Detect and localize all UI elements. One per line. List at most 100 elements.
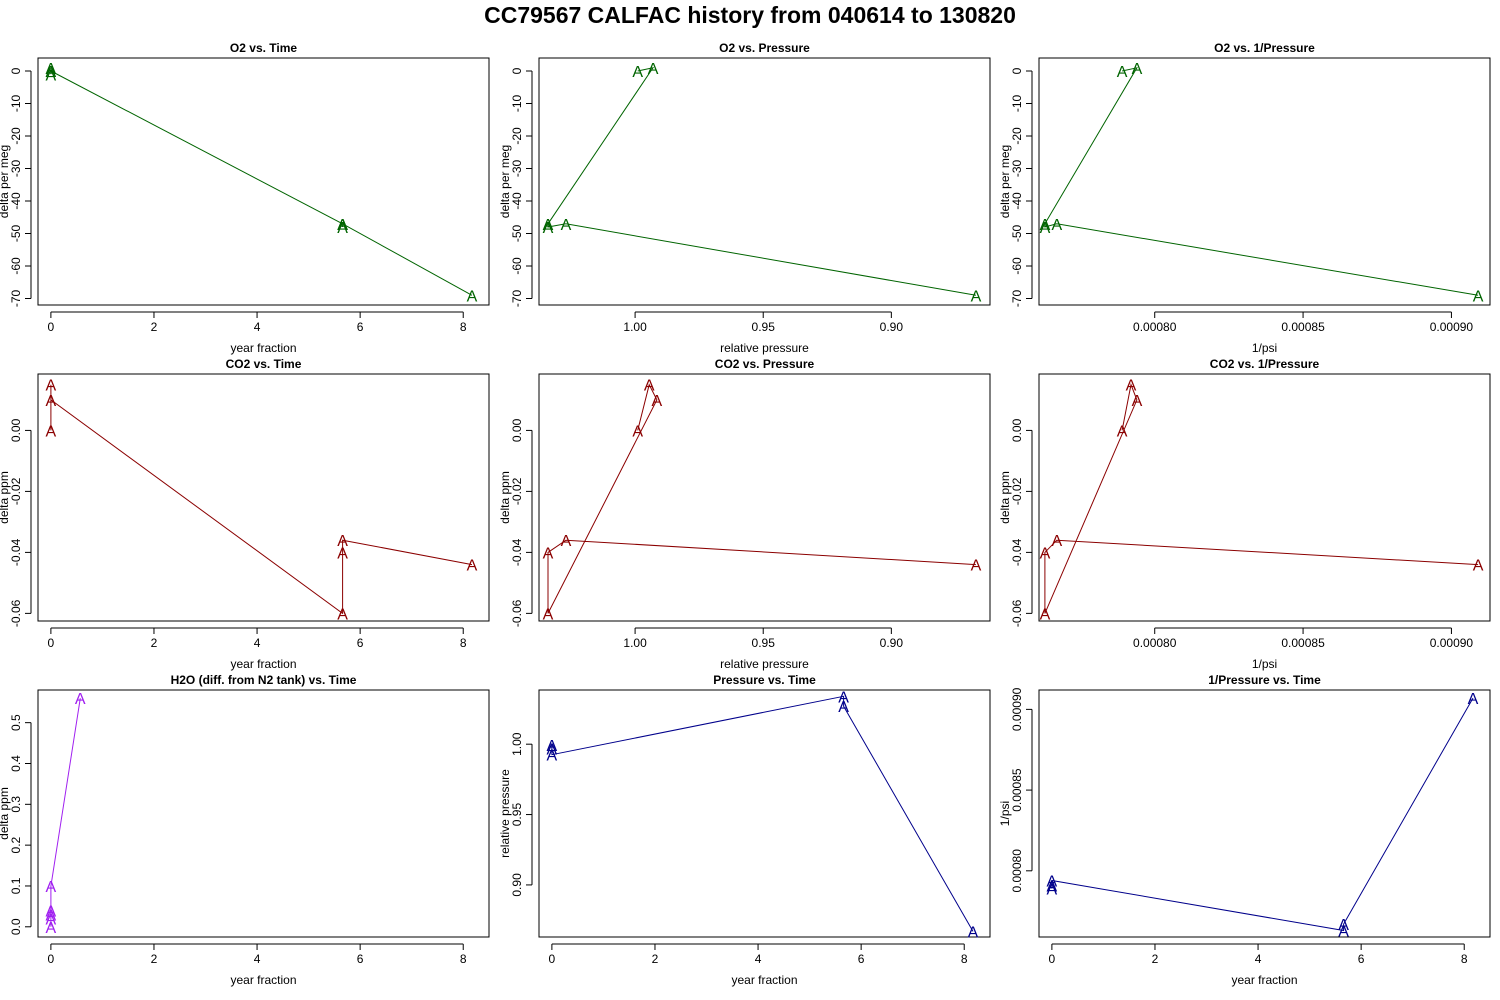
y-axis-label: delta per meg bbox=[0, 145, 11, 218]
data-point: A bbox=[547, 738, 558, 755]
y-tick-label: -40 bbox=[1010, 192, 1024, 210]
y-tick-label: 0.00 bbox=[1010, 418, 1024, 442]
data-point: A bbox=[46, 903, 57, 920]
y-tick-label: -50 bbox=[1010, 225, 1024, 243]
y-tick-label: -30 bbox=[9, 160, 23, 178]
data-point: A bbox=[46, 61, 57, 78]
x-tick-label: 0.90 bbox=[880, 636, 904, 650]
data-point: A bbox=[46, 920, 57, 937]
data-point: A bbox=[971, 558, 982, 575]
x-tick-label: 2 bbox=[151, 320, 158, 334]
y-tick-label: 0.95 bbox=[510, 803, 524, 827]
x-axis-label: relative pressure bbox=[720, 341, 809, 355]
x-tick-label: 8 bbox=[460, 952, 467, 966]
y-axis-label: delta ppm bbox=[0, 471, 11, 524]
data-point: A bbox=[543, 220, 554, 237]
x-tick-label: 2 bbox=[151, 952, 158, 966]
x-axis-label: year fraction bbox=[230, 973, 296, 987]
series-line bbox=[547, 383, 976, 614]
plot-frame bbox=[37, 57, 490, 306]
plot-frame bbox=[1038, 689, 1491, 938]
y-tick-label: -20 bbox=[9, 127, 23, 145]
y-axis-label: delta per meg bbox=[998, 145, 1012, 218]
data-point: A bbox=[1473, 558, 1484, 575]
x-tick-label: 0 bbox=[549, 952, 556, 966]
series-line bbox=[1051, 697, 1474, 932]
x-axis-label: year fraction bbox=[1231, 973, 1297, 987]
x-tick-label: 0.00085 bbox=[1281, 320, 1325, 334]
data-point: A bbox=[467, 288, 478, 305]
plot-frame bbox=[1038, 373, 1491, 622]
data-point: A bbox=[46, 393, 57, 410]
x-tick-label: 4 bbox=[254, 952, 261, 966]
x-tick-label: 4 bbox=[1255, 952, 1262, 966]
y-tick-label: 0 bbox=[510, 67, 524, 74]
x-tick-label: 0 bbox=[48, 636, 55, 650]
series-line bbox=[50, 67, 473, 296]
x-axis-label: year fraction bbox=[230, 341, 296, 355]
y-tick-label: 0.90 bbox=[510, 873, 524, 897]
data-point: A bbox=[46, 64, 57, 81]
series-line bbox=[551, 695, 974, 932]
x-axis-label: year fraction bbox=[731, 973, 797, 987]
y-tick-label: -70 bbox=[1010, 290, 1024, 308]
x-tick-label: 6 bbox=[1358, 952, 1365, 966]
series-line bbox=[1044, 382, 1479, 614]
data-point: A bbox=[46, 423, 57, 440]
chart-title: CO2 vs. Pressure bbox=[715, 357, 815, 371]
data-point: A bbox=[1132, 393, 1143, 410]
data-point: A bbox=[1047, 882, 1058, 899]
series-line bbox=[50, 698, 81, 927]
x-tick-label: 6 bbox=[858, 952, 865, 966]
y-tick-label: 0.3 bbox=[9, 796, 23, 813]
chart-panel: O2 vs. Time 0 2 4 6 8 0 -10 -20 -30 -40 -50 -60 -70 ye… bbox=[0, 41, 490, 355]
y-tick-label: 0 bbox=[9, 67, 23, 74]
y-tick-label: 0.00085 bbox=[1010, 768, 1024, 812]
data-point: A bbox=[968, 924, 979, 941]
y-tick-label: -0.02 bbox=[510, 477, 524, 505]
x-tick-label: 1.00 bbox=[623, 636, 647, 650]
data-point: A bbox=[46, 879, 57, 896]
data-point: A bbox=[46, 378, 57, 395]
x-tick-label: 0.00080 bbox=[1133, 636, 1177, 650]
data-point: A bbox=[1040, 606, 1051, 623]
y-tick-label: 0 bbox=[1010, 67, 1024, 74]
data-point: A bbox=[543, 217, 554, 234]
y-tick-label: 0.5 bbox=[9, 714, 23, 731]
x-tick-label: 6 bbox=[357, 952, 364, 966]
data-point: A bbox=[337, 545, 348, 562]
x-tick-label: 1.00 bbox=[623, 320, 647, 334]
series-line bbox=[1044, 67, 1479, 296]
x-tick-label: 8 bbox=[961, 952, 968, 966]
x-tick-label: 0.00090 bbox=[1430, 636, 1474, 650]
chart-title: CO2 vs. Time bbox=[226, 357, 302, 371]
data-point: A bbox=[46, 912, 57, 929]
x-axis-label: 1/psi bbox=[1252, 341, 1277, 355]
data-point: A bbox=[632, 423, 643, 440]
chart-title: CO2 vs. 1/Pressure bbox=[1210, 357, 1320, 371]
data-point: A bbox=[1040, 220, 1051, 237]
data-point: A bbox=[1051, 217, 1062, 234]
data-point: A bbox=[648, 61, 659, 78]
x-tick-label: 8 bbox=[460, 636, 467, 650]
data-point: A bbox=[1051, 533, 1062, 550]
y-axis-label: delta ppm bbox=[0, 787, 11, 840]
x-tick-label: 0.95 bbox=[752, 320, 776, 334]
data-point: A bbox=[46, 67, 57, 84]
data-point: A bbox=[1117, 423, 1128, 440]
chart-panel: Pressure vs. Time 0 2 4 6 8 0.90 0.95 1.00 year f… bbox=[498, 673, 991, 987]
plot-frame bbox=[37, 689, 490, 938]
data-point: A bbox=[652, 393, 663, 410]
data-point: A bbox=[1338, 917, 1349, 934]
x-tick-label: 4 bbox=[755, 952, 762, 966]
y-tick-label: 0.4 bbox=[9, 755, 23, 772]
y-tick-label: -0.04 bbox=[9, 538, 23, 566]
x-tick-label: 2 bbox=[652, 952, 659, 966]
y-tick-label: 0.00080 bbox=[1010, 849, 1024, 893]
data-point: A bbox=[547, 748, 558, 765]
x-tick-label: 0.00080 bbox=[1133, 320, 1177, 334]
y-tick-label: -40 bbox=[510, 192, 524, 210]
data-point: A bbox=[838, 689, 849, 706]
y-axis-label: delta per meg bbox=[498, 145, 512, 218]
